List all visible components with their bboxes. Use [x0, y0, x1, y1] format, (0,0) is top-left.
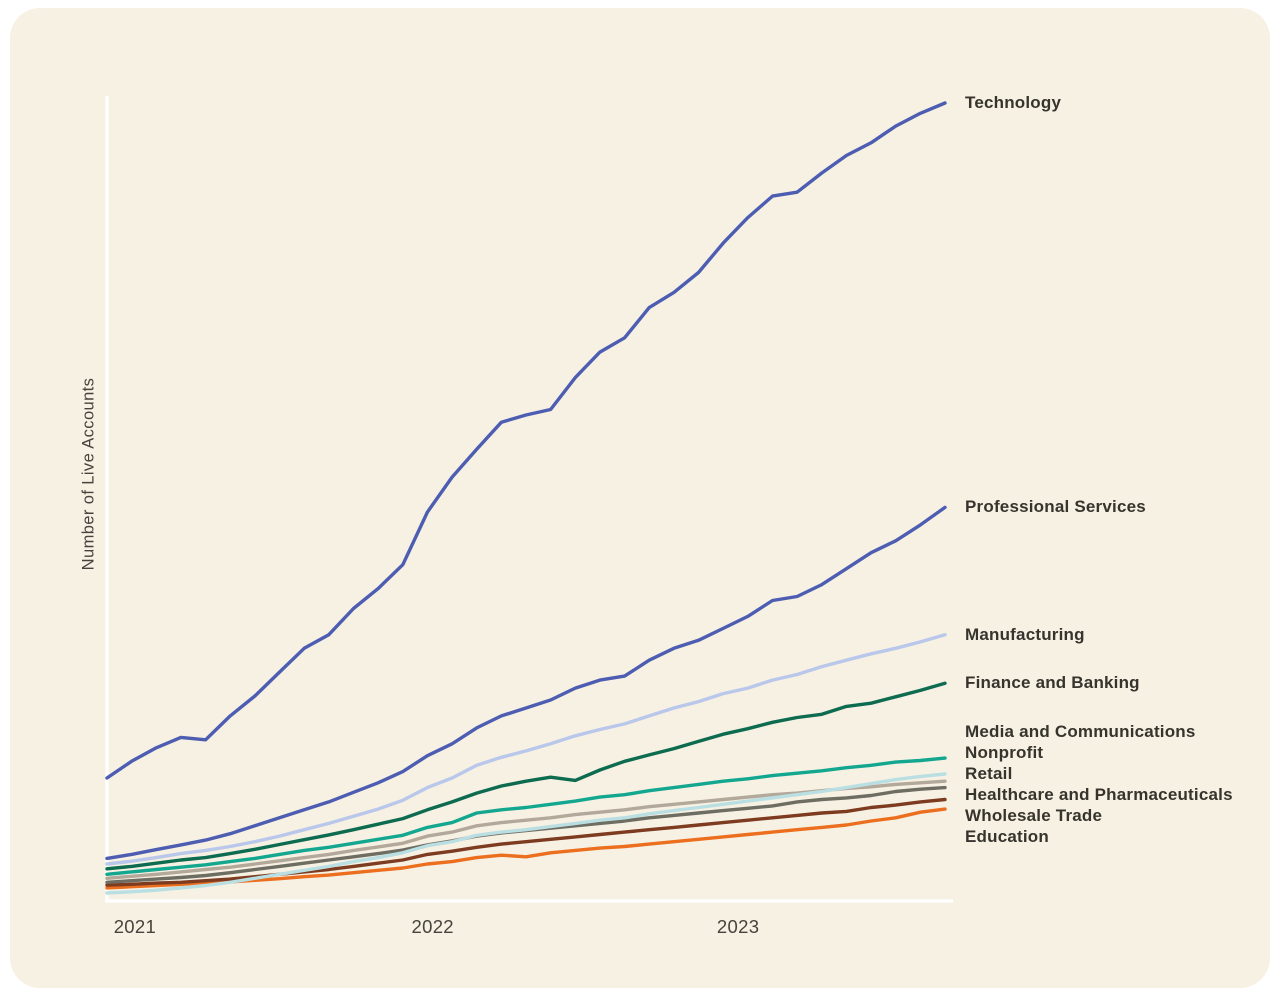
series-line-technology: [105, 101, 947, 780]
series-label-education: Education: [965, 827, 1049, 847]
series-label-media-and-communications: Media and Communications: [965, 722, 1196, 742]
series-label-professional-services: Professional Services: [965, 497, 1146, 517]
series-line-media-and-communications: [105, 756, 947, 876]
y-axis-title: Number of Live Accounts: [79, 377, 98, 571]
chart-card: Number of Live Accounts 2021 2022 2023 Tec…: [10, 8, 1270, 988]
x-tick-2023: 2023: [716, 916, 760, 937]
series-line-wholesale-trade: [105, 797, 947, 887]
series-label-finance-and-banking: Finance and Banking: [965, 673, 1140, 693]
series-line-nonprofit: [105, 772, 947, 895]
series-line-professional-services: [105, 505, 947, 861]
series-label-manufacturing: Manufacturing: [965, 624, 1085, 644]
x-tick-2021: 2021: [113, 916, 157, 937]
series-line-finance-and-banking: [105, 681, 947, 871]
series-label-technology: Technology: [965, 93, 1062, 112]
series-label-wholesale-trade: Wholesale Trade: [965, 806, 1103, 826]
line-chart-canvas: [105, 96, 953, 903]
x-tick-2022: 2022: [411, 916, 454, 937]
series-line-manufacturing: [105, 633, 947, 866]
series-label-nonprofit: Nonprofit: [965, 743, 1044, 763]
series-label-retail: Retail: [965, 764, 1013, 784]
series-label-healthcare-and-pharmaceuticals: Healthcare and Pharmaceuticals: [965, 785, 1233, 805]
